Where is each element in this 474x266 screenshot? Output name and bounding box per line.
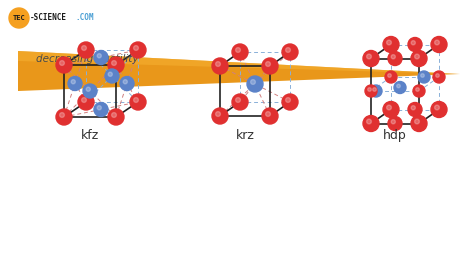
Circle shape: [130, 94, 146, 110]
Circle shape: [56, 109, 72, 125]
Circle shape: [286, 98, 291, 102]
Circle shape: [387, 40, 392, 45]
Text: TEC: TEC: [13, 15, 26, 21]
Circle shape: [391, 55, 395, 59]
Circle shape: [68, 77, 82, 90]
Circle shape: [411, 115, 427, 131]
Circle shape: [262, 58, 278, 74]
Circle shape: [120, 77, 134, 90]
Circle shape: [388, 52, 402, 65]
Circle shape: [111, 61, 117, 65]
Text: kfz: kfz: [81, 129, 99, 142]
Circle shape: [236, 98, 240, 102]
Circle shape: [9, 8, 29, 28]
Circle shape: [431, 36, 447, 52]
Circle shape: [363, 51, 379, 66]
Circle shape: [97, 106, 101, 110]
Text: .COM: .COM: [75, 14, 93, 23]
Circle shape: [216, 62, 220, 66]
Circle shape: [108, 72, 112, 76]
Circle shape: [134, 45, 138, 50]
Circle shape: [388, 117, 402, 131]
Circle shape: [413, 85, 425, 97]
Circle shape: [387, 105, 392, 110]
Circle shape: [82, 45, 86, 50]
Circle shape: [111, 113, 117, 117]
Polygon shape: [18, 51, 460, 91]
Circle shape: [286, 48, 291, 52]
Circle shape: [94, 51, 108, 64]
Circle shape: [86, 87, 91, 91]
Circle shape: [421, 74, 424, 77]
Circle shape: [385, 71, 397, 83]
Circle shape: [435, 105, 439, 110]
Circle shape: [108, 57, 124, 73]
Circle shape: [373, 88, 376, 91]
Circle shape: [247, 76, 263, 92]
Text: krz: krz: [236, 129, 255, 142]
Circle shape: [82, 98, 86, 102]
Circle shape: [251, 80, 255, 84]
Circle shape: [435, 40, 439, 45]
Circle shape: [408, 102, 422, 117]
Text: hdp: hdp: [383, 129, 407, 142]
Circle shape: [282, 44, 298, 60]
Circle shape: [370, 85, 382, 97]
Circle shape: [366, 54, 372, 59]
Circle shape: [83, 84, 97, 98]
Circle shape: [212, 108, 228, 124]
Circle shape: [56, 57, 72, 73]
Circle shape: [134, 98, 138, 102]
Circle shape: [416, 88, 419, 91]
Circle shape: [232, 44, 248, 60]
Circle shape: [265, 62, 270, 66]
Circle shape: [436, 74, 439, 77]
Circle shape: [108, 109, 124, 125]
Circle shape: [105, 69, 119, 83]
Circle shape: [78, 94, 94, 110]
Circle shape: [391, 120, 395, 124]
Text: -SCIENCE: -SCIENCE: [30, 14, 67, 23]
Circle shape: [78, 42, 94, 58]
Circle shape: [383, 102, 399, 118]
Circle shape: [236, 48, 240, 52]
Circle shape: [265, 112, 270, 117]
Circle shape: [408, 38, 422, 52]
Circle shape: [431, 102, 447, 118]
Circle shape: [60, 61, 64, 65]
Circle shape: [411, 41, 415, 45]
Circle shape: [71, 80, 75, 84]
Circle shape: [383, 36, 399, 52]
Circle shape: [262, 108, 278, 124]
Circle shape: [94, 102, 108, 117]
Polygon shape: [18, 51, 460, 74]
Circle shape: [415, 119, 419, 124]
Circle shape: [366, 119, 372, 124]
Circle shape: [415, 54, 419, 59]
Circle shape: [411, 106, 415, 110]
Circle shape: [60, 113, 64, 117]
Circle shape: [433, 71, 445, 83]
Circle shape: [282, 94, 298, 110]
Circle shape: [363, 115, 379, 131]
Circle shape: [397, 84, 401, 88]
Circle shape: [388, 74, 392, 77]
Circle shape: [97, 54, 101, 58]
Circle shape: [368, 88, 371, 91]
Circle shape: [232, 94, 248, 110]
Circle shape: [411, 51, 427, 66]
Circle shape: [216, 112, 220, 117]
Text: decreasing ductility: decreasing ductility: [36, 54, 138, 64]
Circle shape: [394, 81, 406, 94]
Circle shape: [418, 71, 430, 83]
Circle shape: [212, 58, 228, 74]
Circle shape: [123, 80, 128, 84]
Circle shape: [365, 85, 377, 97]
Circle shape: [130, 42, 146, 58]
